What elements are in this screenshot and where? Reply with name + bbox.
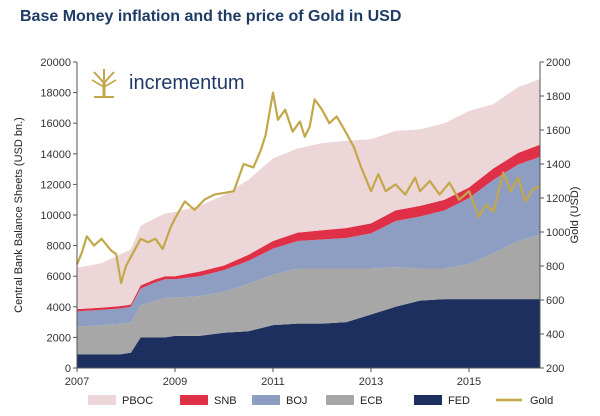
y-tick-label: 20000 <box>40 57 71 69</box>
y2-tick-label: 400 <box>546 329 564 341</box>
y-axis-label: Central Bank Balance Sheets (USD bn.) <box>13 117 25 313</box>
gold-line-layer <box>75 91 541 285</box>
logo: incrementum <box>88 67 245 99</box>
x-tick-label: 2015 <box>457 376 481 388</box>
y-tick-label: 0 <box>65 363 71 375</box>
legend-label-ecb: ECB <box>360 395 383 407</box>
y-tick-label: 2000 <box>47 332 71 344</box>
legend-label-fed: FED <box>448 395 470 407</box>
y2-tick-label: 2000 <box>546 57 570 69</box>
legend-swatch-snb <box>180 395 208 405</box>
x-tick-label: 2013 <box>359 376 383 388</box>
legend-swatch-fed <box>414 395 442 405</box>
legend: PBOC SNB BOJ ECB FED Gold <box>88 395 553 407</box>
y-tick-label: 18000 <box>40 88 71 100</box>
y-tick-label: 6000 <box>47 271 71 283</box>
area-layer <box>77 78 540 368</box>
area-fed <box>77 299 540 368</box>
brand-name: incrementum <box>129 72 245 94</box>
y2-tick-label: 1000 <box>546 227 570 239</box>
y-tick-label: 4000 <box>47 302 71 314</box>
legend-label-pboc: PBOC <box>122 395 153 407</box>
area-ecb <box>77 234 540 355</box>
y2-tick-label: 1600 <box>546 125 570 137</box>
chart-title: Base Money inflation and the price of Go… <box>20 8 402 25</box>
gold-line <box>75 91 541 285</box>
legend-swatch-pboc <box>88 395 116 405</box>
y-tick-label: 10000 <box>40 210 71 222</box>
y2-tick-label: 1800 <box>546 91 570 103</box>
y-tick-label: 14000 <box>40 149 71 161</box>
area-pboc <box>77 78 540 310</box>
y2-tick-label: 1400 <box>546 159 570 171</box>
y-tick-label: 8000 <box>47 241 71 253</box>
legend-label-boj: BOJ <box>286 395 307 407</box>
y2-axis-label: Gold (USD) <box>569 187 581 244</box>
x-tick-label: 2007 <box>65 376 89 388</box>
y2-tick-label: 200 <box>546 363 564 375</box>
tree-icon <box>88 67 120 99</box>
legend-swatch-boj <box>252 395 280 405</box>
y2-tick-label: 800 <box>546 261 564 273</box>
x-tick-label: 2009 <box>163 376 187 388</box>
y-tick-label: 16000 <box>40 118 71 130</box>
legend-label-snb: SNB <box>214 395 237 407</box>
legend-swatch-ecb <box>326 395 354 405</box>
y2-tick-label: 600 <box>546 295 564 307</box>
x-tick-label: 2011 <box>261 376 285 388</box>
y-tick-label: 12000 <box>40 179 71 191</box>
legend-label-gold: Gold <box>530 395 553 407</box>
y2-tick-label: 1200 <box>546 193 570 205</box>
axes-layer: 0 2000 4000 6000 8000 10000 12000 14000 16000 180… <box>40 57 570 388</box>
area-boj <box>77 156 540 327</box>
